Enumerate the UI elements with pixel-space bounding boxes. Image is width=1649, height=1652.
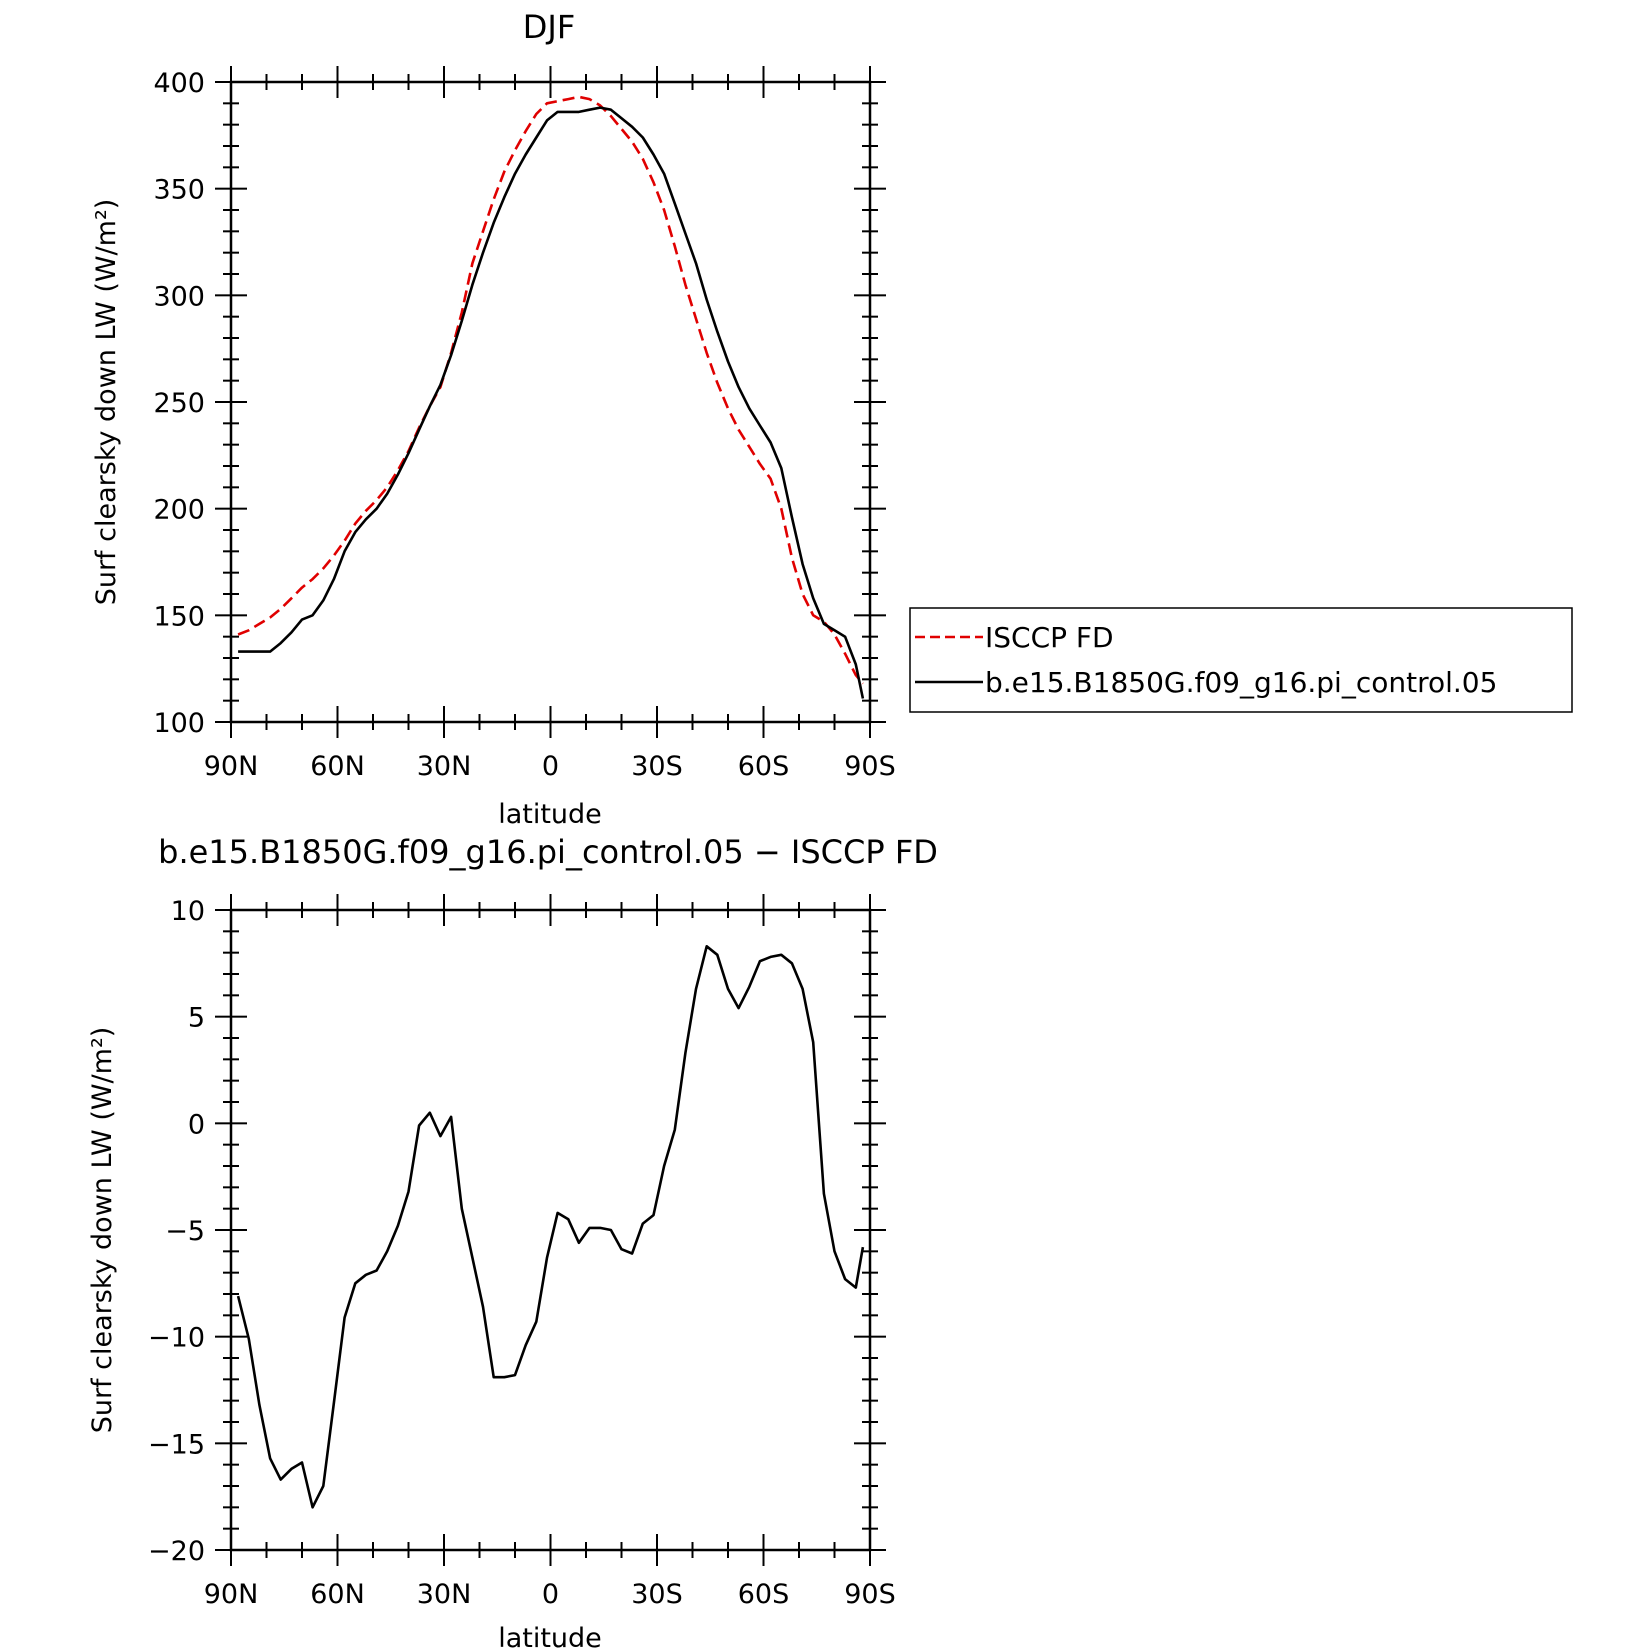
top-series-lines [237, 95, 865, 699]
series-line-0 [236, 944, 865, 1509]
panel-top: DJF 90N 60N 30N 0 30S 60S 90S 100 150 200 250 300 35… [91, 8, 1573, 830]
x-tick-label: 60S [738, 751, 790, 782]
bottom-chart-title: b.e15.B1850G.f09_g16.pi_control.05 − ISC… [158, 833, 938, 871]
top-x-axis-title: latitude [498, 799, 602, 830]
x-tick-label: 0 [542, 1579, 559, 1610]
y-tick-label: 300 [153, 281, 205, 312]
legend-label-model: b.e15.B1850G.f09_g16.pi_control.05 [985, 666, 1497, 699]
top-plot-frame [229, 80, 872, 724]
panel-bottom: b.e15.B1850G.f09_g16.pi_control.05 − ISC… [87, 833, 938, 1652]
bottom-axis-ticks: 90N 60N 30N 0 30S 60S 90S −20 −15 −10 −5 0 5 10 [148, 894, 896, 1610]
y-tick-label: 100 [153, 708, 205, 739]
legend: ISCCP FD b.e15.B1850G.f09_g16.pi_control… [909, 607, 1573, 713]
x-tick-label: 90N [204, 1579, 259, 1610]
y-tick-label: −20 [148, 1536, 205, 1567]
x-tick-label: 0 [542, 751, 559, 782]
y-tick-label: 400 [153, 68, 205, 99]
y-tick-label: 10 [171, 896, 205, 927]
x-tick-label: 60N [310, 751, 365, 782]
x-tick-label: 30N [417, 751, 472, 782]
y-tick-label: −5 [165, 1216, 205, 1247]
y-tick-label: −15 [148, 1429, 205, 1460]
x-tick-label: 30S [631, 751, 683, 782]
bottom-x-axis-title: latitude [498, 1623, 602, 1652]
x-tick-label: 60S [738, 1579, 790, 1610]
top-chart-title: DJF [523, 8, 575, 46]
y-tick-label: 250 [153, 388, 205, 419]
x-tick-label: 30S [631, 1579, 683, 1610]
y-tick-label: 350 [153, 175, 205, 206]
y-tick-label: −10 [148, 1323, 205, 1354]
y-tick-label: 0 [188, 1109, 205, 1140]
x-tick-label: 30N [417, 1579, 472, 1610]
series-line-0 [237, 95, 864, 685]
x-tick-label: 60N [310, 1579, 365, 1610]
y-tick-label: 5 [188, 1003, 205, 1034]
series-line-1 [238, 106, 865, 699]
x-tick-label: 90S [844, 1579, 896, 1610]
top-y-axis-title: Surf clearsky down LW (W/m²) [91, 199, 122, 606]
x-tick-label: 90S [844, 751, 896, 782]
bottom-series-lines [236, 944, 865, 1509]
top-axis-ticks: 90N 60N 30N 0 30S 60S 90S 100 150 200 250 300 350 400 [153, 66, 896, 782]
bottom-y-axis-title: Surf clearsky down LW (W/m²) [87, 1027, 118, 1434]
legend-label-isccp: ISCCP FD [985, 621, 1114, 654]
y-tick-label: 150 [153, 601, 205, 632]
y-tick-label: 200 [153, 495, 205, 526]
x-tick-label: 90N [204, 751, 259, 782]
legend-box [909, 607, 1573, 713]
